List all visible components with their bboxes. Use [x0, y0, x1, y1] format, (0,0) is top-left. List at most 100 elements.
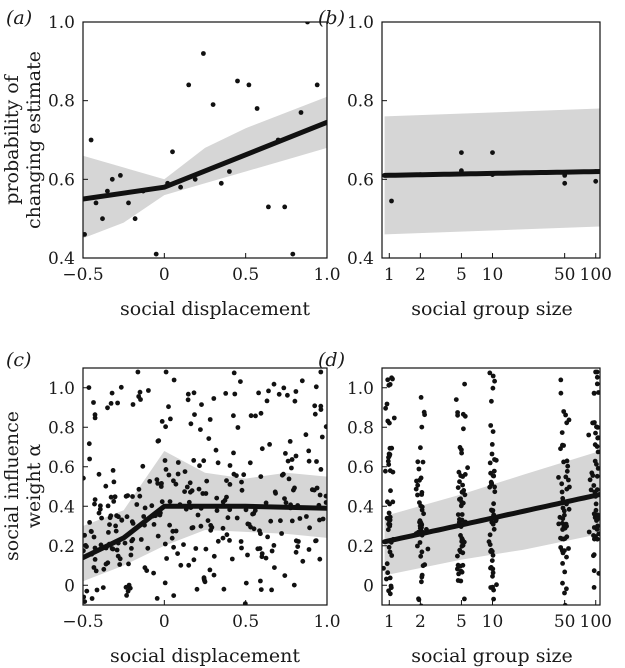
panel-d-data-point	[384, 401, 390, 407]
panel-c-data-point	[201, 575, 207, 581]
panel-c-data-point	[318, 369, 324, 375]
panel-d-data-point	[459, 569, 465, 575]
panel-c-data-point	[149, 503, 155, 509]
panel-d-data-point	[455, 485, 461, 490]
panel-a-plot-area	[83, 22, 327, 257]
panel-d-data-point	[420, 607, 425, 612]
panel-d-data-point	[457, 497, 462, 502]
panel-c-data-point	[307, 525, 312, 531]
panel-c-data-point	[269, 548, 275, 554]
panel-b-data-point	[490, 150, 495, 156]
panel-d-data-point	[390, 376, 395, 382]
panel-c-data-point	[162, 458, 168, 463]
panel-b-xtick-label: 1	[384, 265, 395, 285]
panel-d-data-point	[590, 420, 595, 426]
panel-c-data-point	[204, 478, 210, 484]
panel-c-data-point	[283, 451, 288, 456]
panel-c-data-point	[227, 463, 233, 468]
panel-c-data-point	[287, 439, 293, 444]
panel-c-data-point	[267, 442, 272, 447]
panel-c-data-point	[83, 548, 86, 554]
panel-c-data-point	[227, 538, 232, 543]
panel-d-data-point	[415, 607, 420, 612]
panel-c-data-point	[130, 402, 136, 407]
panel-d-data-point	[383, 468, 388, 474]
panel-c-data-point	[293, 453, 299, 459]
panel-c-data-point	[247, 460, 253, 466]
panel-a-data-point	[192, 176, 198, 182]
panel-c-data-point	[92, 497, 98, 502]
panel-c-data-point	[188, 421, 194, 427]
panel-b-axes-frame	[381, 21, 601, 259]
panel-d-data-point	[559, 536, 565, 542]
panel-c-data-point	[154, 477, 160, 482]
panel-c-data-point	[276, 391, 282, 397]
panel-d-data-point	[455, 553, 460, 559]
panel-d-data-point	[455, 562, 461, 568]
panel-a-ytick-label: 0.8	[48, 92, 75, 112]
panel-c-data-point	[215, 460, 221, 466]
panel-d-data-point	[596, 390, 600, 395]
panel-c-data-point	[181, 542, 186, 547]
panel-c-data-point	[96, 510, 102, 516]
panel-d-data-point	[489, 398, 494, 404]
panel-d-data-point	[387, 420, 392, 426]
panel-c-data-point	[184, 484, 190, 490]
panel-d-data-point	[593, 430, 598, 436]
panel-c-data-point	[266, 388, 271, 394]
panel-d-data-point	[391, 415, 397, 421]
panel-c-data-point	[223, 391, 229, 396]
panel-c-plot-area	[83, 369, 327, 605]
panel-d-data-point	[492, 378, 497, 384]
panel-d-data-point	[567, 484, 572, 490]
panel-d-data-point	[591, 585, 597, 590]
panel-c-data-point	[289, 465, 294, 471]
panel-c-data-point	[235, 425, 241, 430]
panel-d-xtick-label: 100	[580, 612, 612, 632]
panel-d-data-point	[564, 420, 570, 426]
panel-d-data-point	[386, 517, 392, 523]
panel-d-data-point	[425, 546, 431, 552]
panel-d-data-point	[594, 461, 599, 467]
panel-d-data-point	[419, 549, 425, 555]
panel-c-data-point	[84, 544, 89, 549]
panel-d-data-point	[386, 510, 392, 516]
panel-d-data-point	[488, 565, 493, 571]
panel-b-data-point	[593, 178, 599, 184]
panel-d-data-point	[415, 492, 420, 498]
panel-d-data-point	[591, 533, 596, 538]
panel-d-data-point	[460, 550, 466, 556]
panel-c-data-point	[171, 478, 176, 484]
panel-c-ytick-label: 0.4	[48, 497, 75, 517]
panel-c-data-point	[113, 523, 118, 529]
panel-c-data-point	[175, 551, 181, 556]
panel-c-data-point	[151, 570, 157, 576]
panel-d-data-point	[490, 521, 496, 527]
panel-c-data-point	[105, 405, 110, 411]
panel-d-data-point	[487, 532, 493, 538]
panel-d-data-point	[460, 482, 465, 488]
panel-d-data-point	[594, 374, 600, 380]
panel-d-data-point	[486, 539, 492, 545]
panel-d-data-point	[566, 546, 571, 551]
panel-d-data-point	[388, 583, 394, 589]
panel-c-data-point	[238, 379, 243, 384]
panel-c-data-point	[115, 553, 121, 559]
panel-c-data-point	[166, 404, 171, 410]
panel-a-data-point	[218, 180, 224, 186]
panel-c-data-point	[185, 397, 191, 403]
panel-c-xtick-label: 0	[159, 612, 170, 632]
panel-c-data-point	[208, 527, 214, 533]
panel-c-ytick-label: 0.6	[48, 458, 75, 478]
panel-c-data-point	[282, 573, 288, 578]
panel-c-data-point	[116, 514, 121, 520]
panel-d-data-point	[385, 377, 391, 383]
panel-d-tag: (d)	[318, 349, 345, 371]
panel-c-data-point	[303, 432, 309, 438]
panel-d: (d) social group size 1 2 5 10 50 100 0 0.2 0.4 0…	[318, 349, 612, 667]
panel-d-data-point	[382, 565, 386, 571]
panel-d-data-point	[493, 457, 499, 463]
panel-c-data-point	[92, 501, 97, 507]
panel-c-data-point	[300, 558, 306, 564]
panel-c-data-point	[103, 483, 109, 489]
